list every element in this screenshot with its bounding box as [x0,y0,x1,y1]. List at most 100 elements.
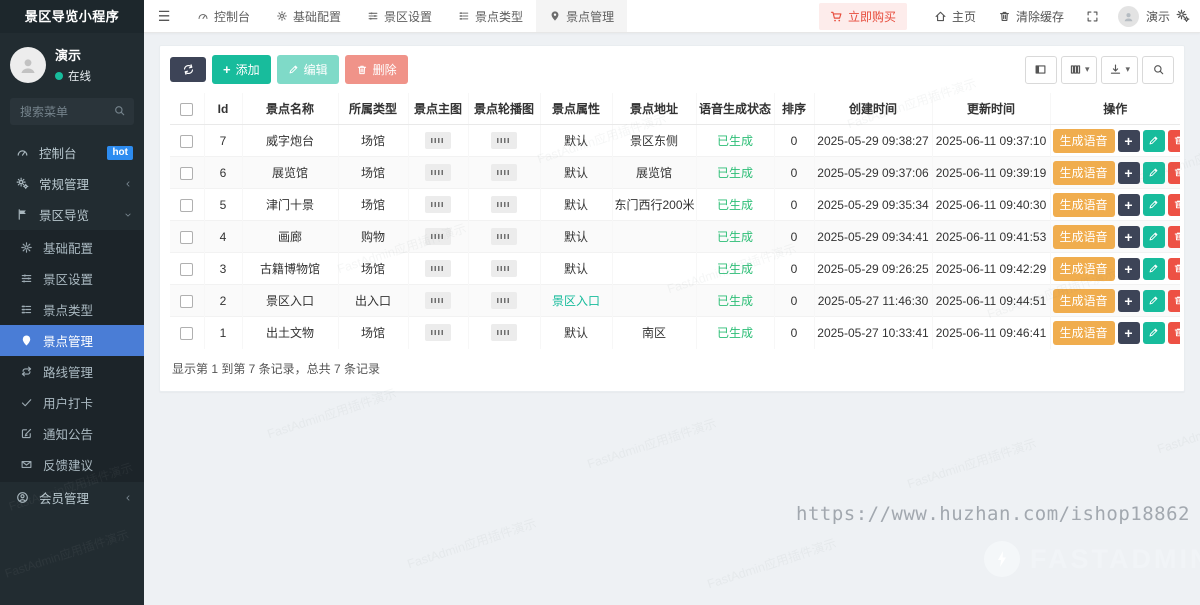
row-delete-button[interactable] [1167,289,1180,312]
edit-button[interactable]: 编辑 [276,55,339,84]
sidebar-toggle-icon[interactable]: ☰ [157,7,171,24]
sidebar-item-user-checkin[interactable]: 用户打卡 [0,387,144,418]
column-header[interactable]: 所属类型 [337,93,408,125]
generate-voice-button[interactable]: 生成语音 [1052,160,1115,185]
sidebar-item-notice[interactable]: 通知公告 [0,418,144,449]
row-edit-button[interactable] [1142,289,1165,312]
cell-checkbox[interactable] [170,316,204,349]
column-header[interactable]: 创建时间 [813,93,932,125]
columns-button[interactable]: ▾ [1060,55,1098,84]
carousel-image-thumb[interactable] [491,196,517,213]
row-delete-button[interactable] [1167,193,1180,216]
sidebar-item-dashboard[interactable]: 控制台 hot [0,137,144,168]
sidebar-item-route-manage[interactable]: 路线管理 [0,356,144,387]
tab-base-config[interactable]: 基础配置 [263,0,354,32]
cell-checkbox[interactable] [170,188,204,221]
toggle-panel-button[interactable] [1024,55,1057,84]
tab-dashboard[interactable]: 控制台 [184,0,263,32]
topbar-user-name[interactable]: 演示 [1145,9,1170,24]
tab-spot-type[interactable]: 景点类型 [445,0,536,32]
carousel-image-thumb[interactable] [491,164,517,181]
sidebar-item-base-config[interactable]: 基础配置 [0,232,144,263]
clear-cache-button[interactable]: 清除缓存 [987,8,1075,25]
row-edit-button[interactable] [1142,321,1165,344]
fullscreen-button[interactable] [1075,10,1110,23]
row-edit-button[interactable] [1142,193,1165,216]
row-checkbox[interactable] [180,134,194,148]
row-add-button[interactable]: + [1117,129,1140,152]
row-checkbox[interactable] [180,198,194,212]
export-button[interactable]: ▾ [1101,55,1138,84]
cell-checkbox[interactable] [170,124,204,157]
sidebar-item-spot-manage[interactable]: 景点管理 [0,325,144,356]
row-checkbox[interactable] [180,262,194,276]
main-image-thumb[interactable] [425,324,451,342]
row-checkbox[interactable] [180,166,194,180]
delete-button[interactable]: 删除 [344,55,408,84]
row-delete-button[interactable] [1167,225,1180,248]
carousel-image-thumb[interactable] [491,324,517,342]
generate-voice-button[interactable]: 生成语音 [1052,192,1115,217]
sidebar-item-spot-type[interactable]: 景点类型 [0,294,144,325]
row-edit-button[interactable] [1142,161,1165,184]
user-avatar[interactable] [10,46,46,83]
row-add-button[interactable]: + [1117,257,1140,280]
generate-voice-button[interactable]: 生成语音 [1052,288,1115,313]
row-checkbox[interactable] [180,326,194,340]
main-image-thumb[interactable] [425,164,451,181]
sidebar-item-feedback[interactable]: 反馈建议 [0,449,144,480]
row-add-button[interactable]: + [1117,193,1140,216]
row-edit-button[interactable] [1142,225,1165,248]
column-header[interactable]: 排序 [773,93,814,125]
row-edit-button[interactable] [1142,257,1165,280]
buy-now-button[interactable]: 立即购买 [818,2,907,30]
row-edit-button[interactable] [1142,129,1165,152]
row-checkbox[interactable] [180,294,194,308]
column-header[interactable]: 景点属性 [539,93,612,125]
column-header[interactable]: 语音生成状态 [695,93,774,125]
cell-checkbox[interactable] [170,252,204,285]
generate-voice-button[interactable]: 生成语音 [1052,320,1115,345]
generate-voice-button[interactable]: 生成语音 [1052,256,1115,281]
search-toggle-button[interactable] [1142,55,1174,84]
settings-button[interactable] [1176,9,1192,23]
row-add-button[interactable]: + [1117,289,1140,312]
generate-voice-button[interactable]: 生成语音 [1052,224,1115,249]
column-header[interactable]: 景点轮播图 [467,93,540,125]
tab-spot-manage[interactable]: 景点管理 [536,0,628,32]
row-delete-button[interactable] [1167,257,1180,280]
main-image-thumb[interactable] [425,228,451,245]
select-all-checkbox[interactable] [180,102,194,116]
row-delete-button[interactable] [1167,321,1180,344]
sidebar-item-general[interactable]: 常规管理 [0,168,144,199]
main-image-thumb[interactable] [425,132,451,149]
cell-checkbox[interactable] [170,156,204,189]
sidebar-item-member-manage[interactable]: 会员管理 [0,482,144,513]
column-header[interactable]: 操作 [1049,93,1180,125]
row-add-button[interactable]: + [1117,321,1140,344]
main-image-thumb[interactable] [425,196,451,213]
column-header-checkbox[interactable] [170,93,204,125]
cell-checkbox[interactable] [170,284,204,317]
topbar-avatar[interactable] [1117,5,1139,27]
refresh-button[interactable] [170,57,206,82]
sidebar-item-scenic-tour[interactable]: 景区导览 [0,199,144,230]
column-header[interactable]: 景点名称 [241,93,338,125]
row-delete-button[interactable] [1167,161,1180,184]
column-header[interactable]: 景点地址 [611,93,696,125]
row-add-button[interactable]: + [1117,161,1140,184]
menu-search-input[interactable] [10,98,134,125]
column-header[interactable]: Id [203,93,242,125]
tab-scenic-settings[interactable]: 景区设置 [354,0,445,32]
carousel-image-thumb[interactable] [491,228,517,245]
sidebar-item-scenic-settings[interactable]: 景区设置 [0,263,144,294]
cell-checkbox[interactable] [170,220,204,253]
carousel-image-thumb[interactable] [491,132,517,149]
main-image-thumb[interactable] [425,260,451,277]
carousel-image-thumb[interactable] [491,292,517,309]
generate-voice-button[interactable]: 生成语音 [1052,128,1115,153]
row-add-button[interactable]: + [1117,225,1140,248]
add-button[interactable]: + 添加 [212,55,271,84]
main-image-thumb[interactable] [425,292,451,309]
row-delete-button[interactable] [1167,129,1180,152]
